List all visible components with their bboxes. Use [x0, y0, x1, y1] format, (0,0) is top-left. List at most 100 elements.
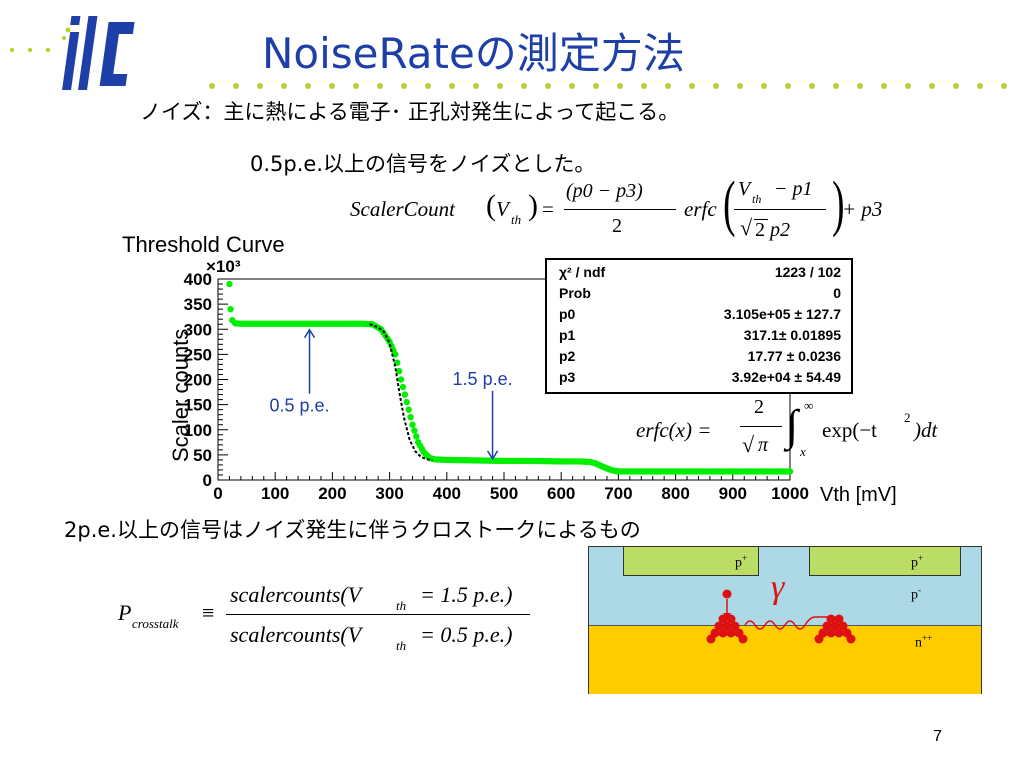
y-tick-label: 150	[184, 396, 212, 415]
x-tick-label: 800	[661, 484, 689, 503]
gamma-label: γ	[771, 569, 785, 606]
y-tick-label: 100	[184, 421, 212, 440]
crosstalk-line: 2p.e.以上の信号はノイズ発生に伴うクロストークによるもの	[64, 518, 641, 542]
data-point	[405, 406, 412, 413]
data-point	[226, 280, 233, 288]
n-plusplus-label: n++	[915, 633, 933, 651]
y-tick-label: 400	[184, 270, 212, 289]
stat-value: 17.77 ± 0.0236	[747, 348, 841, 364]
data-point	[399, 383, 407, 391]
crosstalk-num-tail: = 1.5 p.e.)	[420, 582, 513, 607]
sqrt-icon: √	[740, 215, 753, 240]
y-tick-label: 300	[184, 320, 212, 339]
electron-icon	[722, 589, 732, 599]
formula-inner-num-sub: th	[752, 192, 762, 206]
crosstalk-num-sub: th	[396, 598, 407, 613]
formula-paren-close: )	[528, 189, 538, 222]
header-decoration	[9, 47, 1007, 89]
formula-num: (p0 − p3)	[566, 180, 643, 202]
stat-key: p0	[559, 306, 576, 322]
erfc-den: π	[758, 434, 769, 456]
data-point	[786, 468, 794, 475]
formula-inner-num-b: − p1	[774, 178, 813, 200]
x-tick-label: 1000	[771, 484, 809, 503]
crosstalk-lhs-sub: crosstalk	[132, 616, 179, 631]
stat-row: χ² / ndf 1223 / 102	[559, 264, 841, 283]
avalanche-right-icon	[814, 614, 856, 644]
stat-key: Prob	[559, 285, 591, 301]
x-axis-label: Vth [mV]	[820, 484, 897, 506]
data-point	[403, 398, 410, 406]
integral-icon: ∫	[786, 401, 799, 450]
x-tick-label: 400	[433, 484, 461, 503]
decorative-dots	[9, 47, 1007, 89]
n-plusplus-region	[589, 625, 981, 694]
stat-value: 0	[833, 285, 841, 301]
p-plus-right-label: p+	[911, 553, 924, 571]
p-plus-right-region	[809, 547, 961, 576]
arrow-head-icon	[486, 450, 499, 461]
formula-paren-open: (	[486, 189, 496, 222]
sqrt-icon: √	[742, 432, 755, 457]
x-tick-label: 500	[490, 484, 518, 503]
data-point	[227, 305, 234, 313]
erfc-lower: x	[800, 444, 806, 459]
stat-row: Prob 0	[559, 285, 841, 304]
annotation-label: 0.5 p.e.	[270, 396, 330, 416]
erfc-formula: erfc(x) = 2 √ π ∫ ∞ x exp(−t 2 )dt	[636, 396, 956, 468]
device-diagram: p+ p+ p- n++ γ	[588, 546, 982, 694]
crosstalk-lhs: P	[118, 600, 132, 625]
x-tick-label: 600	[547, 484, 575, 503]
data-point	[407, 413, 414, 421]
formula-lhs: ScalerCount	[350, 197, 455, 221]
stat-value: 3.92e+04 ± 54.49	[731, 369, 841, 385]
erfc-num: 2	[754, 396, 764, 418]
avalanche-illustration	[706, 589, 856, 644]
stat-key: p3	[559, 369, 576, 385]
x-tick-label: 700	[604, 484, 632, 503]
stat-key: χ² / ndf	[559, 264, 606, 280]
stat-value: 317.1± 0.01895	[743, 327, 841, 343]
formula-inner-frac-line	[734, 209, 826, 210]
crosstalk-equiv: ≡	[202, 600, 215, 625]
stat-key: p2	[559, 348, 576, 364]
erfc-lhs: erfc(x) =	[636, 418, 712, 442]
stat-row: p2 17.77 ± 0.0236	[559, 348, 841, 367]
x-tick-label: 900	[719, 484, 747, 503]
stat-row: p1 317.1± 0.01895	[559, 327, 841, 346]
data-point	[392, 351, 399, 358]
formula-big-paren-open: (	[723, 170, 736, 238]
stat-row: p0 3.105e+05 ± 127.7	[559, 306, 841, 325]
stat-value: 3.105e+05 ± 127.7	[723, 306, 841, 322]
formula-frac-line	[564, 209, 676, 210]
crosstalk-formula: P crosstalk ≡ scalercounts(V th = 1.5 p.…	[118, 580, 558, 660]
avalanche-left-icon	[706, 614, 748, 644]
chart-annotations: 0.5 p.e. 1.5 p.e.	[270, 328, 513, 461]
stat-value: 1223 / 102	[774, 264, 841, 280]
erfc-body: exp(−t	[822, 418, 877, 442]
x-tick-label: 100	[261, 484, 289, 503]
erfc-close: )dt	[914, 418, 938, 442]
y-tick-label: 50	[193, 446, 212, 465]
p-plus-left-label: p+	[735, 553, 748, 571]
sqrt-bar	[754, 219, 768, 220]
ilc-logo	[62, 16, 135, 90]
formula-var: V	[496, 197, 509, 221]
threshold-curve-chart: 0 100 200 300 400 500 600 700 800 900 100005010015…	[184, 270, 809, 503]
crosstalk-den-tail: = 0.5 p.e.)	[420, 622, 513, 647]
p-minus-label: p-	[911, 585, 921, 603]
y-axis-label: Scaler counts	[168, 328, 193, 462]
y-tick-label: 350	[184, 295, 212, 314]
crosstalk-den-sub: th	[396, 638, 407, 653]
intro-line-noise: ノイズ：主に熱による電子･ 正孔対発生によって起こる。	[140, 100, 680, 124]
page-number: 7	[933, 728, 942, 745]
data-point	[409, 421, 416, 428]
crosstalk-den: scalercounts(V	[230, 622, 362, 647]
y-multiplier: ×10³	[206, 257, 241, 276]
formula-var-sub: th	[511, 212, 522, 227]
stat-key: p1	[559, 327, 576, 343]
y-tick-label: 200	[184, 371, 212, 390]
erfc-exp: 2	[904, 410, 911, 425]
formula-inner-den-sqrt: 2	[755, 219, 765, 241]
x-tick-label: 0	[213, 484, 222, 503]
